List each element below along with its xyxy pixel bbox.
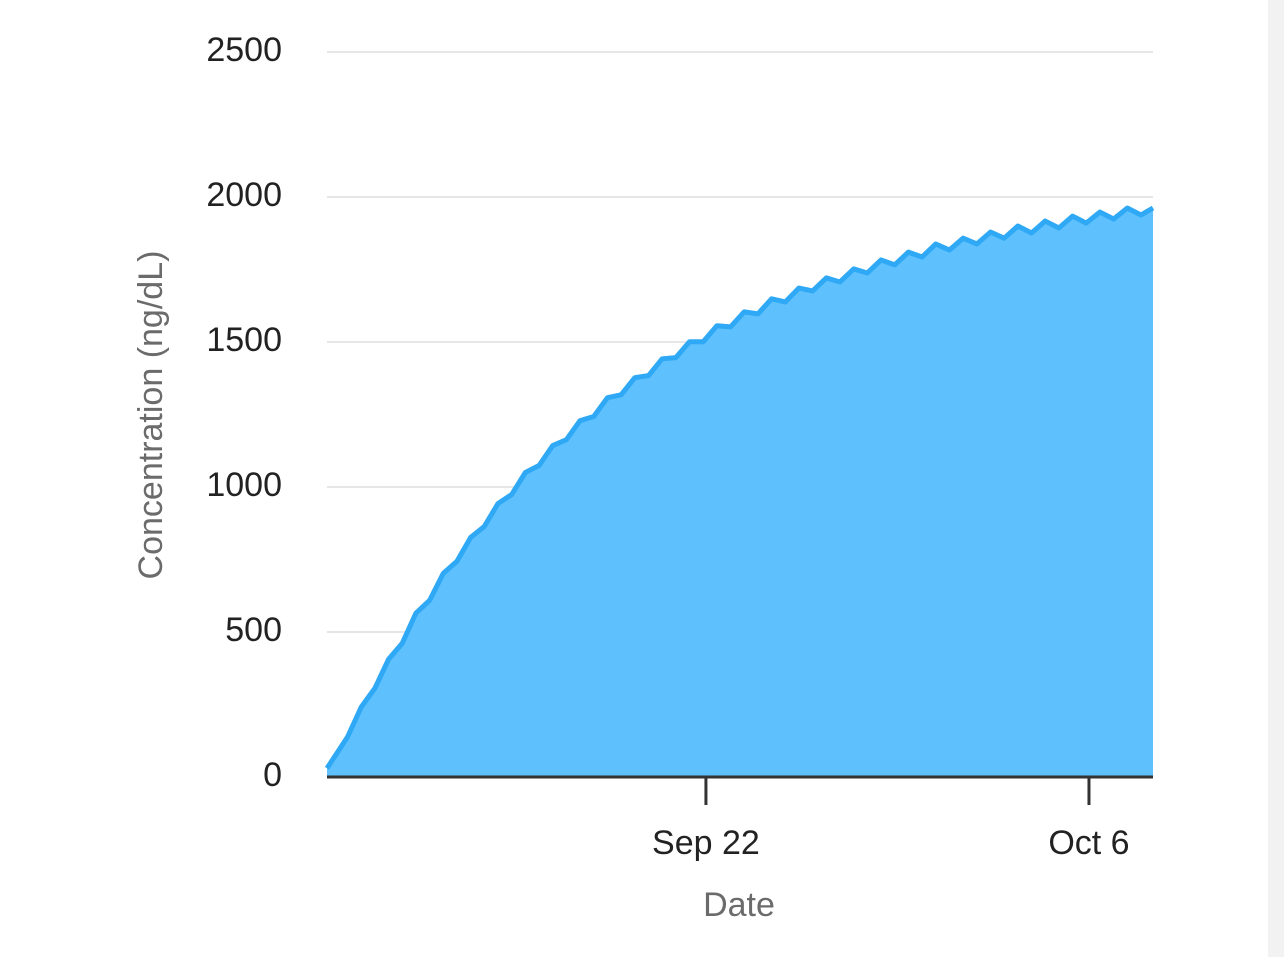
- area-line: [324, 205, 1155, 770]
- x-tick-label: Sep 22: [652, 824, 760, 862]
- y-tick-label: 1500: [206, 321, 282, 359]
- scrollbar-track: [1268, 0, 1284, 957]
- y-axis-title: Concentration (ng/dL): [132, 251, 170, 580]
- x-axis-title: Date: [703, 886, 775, 924]
- y-tick-label: 1000: [206, 466, 282, 504]
- y-tick-label: 0: [263, 756, 282, 794]
- y-tick-label: 2500: [206, 31, 282, 69]
- y-tick-label: 2000: [206, 176, 282, 214]
- area-fill: [327, 208, 1153, 777]
- x-tick-label: Oct 6: [1048, 824, 1129, 862]
- y-tick-label: 500: [225, 611, 282, 649]
